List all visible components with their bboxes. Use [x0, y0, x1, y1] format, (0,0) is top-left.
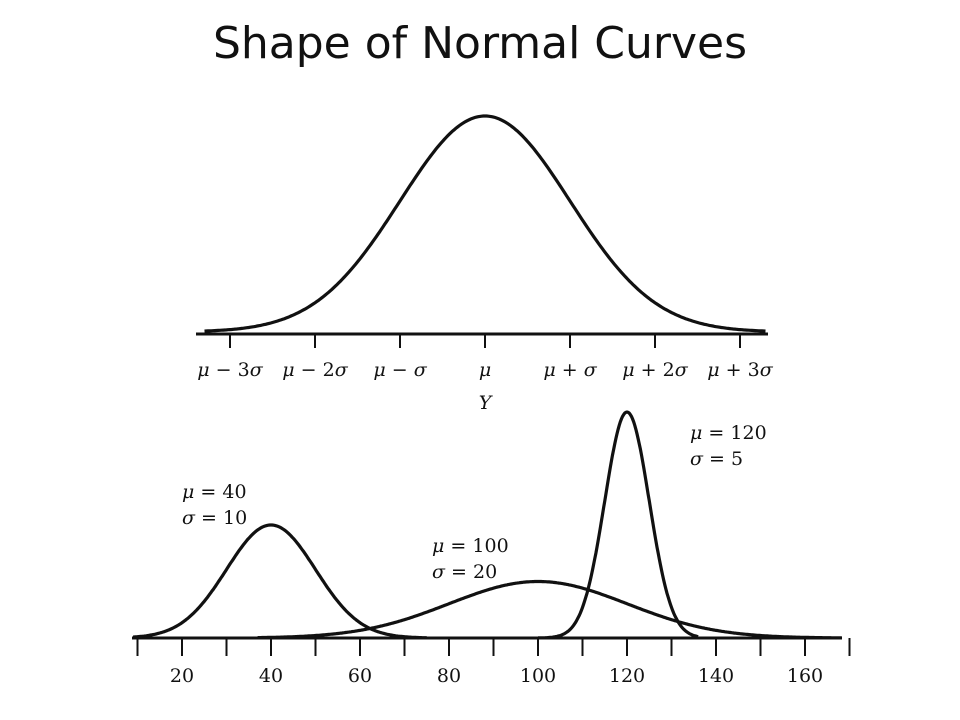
normal-curve-mu-40 — [132, 523, 427, 640]
top-x-axis-label: Y — [479, 392, 494, 414]
bottom-tick-label: 80 — [437, 665, 461, 687]
bottom-tick-label: 100 — [520, 665, 556, 687]
top-tick-label: μ − 2σ — [282, 359, 348, 381]
curve-sigma-label: σ = 10 — [182, 507, 247, 529]
top-tick-label: μ + 2σ — [622, 359, 688, 381]
normal-curve-mu-100 — [257, 579, 842, 640]
bottom-tick-label: 120 — [609, 665, 645, 687]
top-normal-curve — [204, 114, 766, 333]
bottom-tick-label: 40 — [259, 665, 283, 687]
bottom-tick-label: 60 — [348, 665, 372, 687]
curve-mu-label: μ = 100 — [432, 535, 509, 557]
top-tick-label: μ − σ — [373, 359, 427, 381]
top-tick-label: μ + 3σ — [707, 359, 773, 381]
curve-mu-label: μ = 40 — [182, 481, 247, 503]
curve-sigma-label: σ = 5 — [690, 448, 743, 470]
top-tick-label: μ — [479, 359, 491, 381]
normal-curve-mu-120 — [538, 410, 699, 640]
bottom-tick-label: 140 — [698, 665, 734, 687]
top-tick-label: μ − 3σ — [197, 359, 263, 381]
curve-sigma-label: σ = 20 — [432, 561, 497, 583]
slide-title: Shape of Normal Curves — [212, 18, 748, 69]
bottom-tick-label: 160 — [787, 665, 823, 687]
curve-mu-label: μ = 120 — [690, 422, 767, 444]
top-tick-label: μ + σ — [543, 359, 597, 381]
bottom-tick-label: 20 — [170, 665, 194, 687]
